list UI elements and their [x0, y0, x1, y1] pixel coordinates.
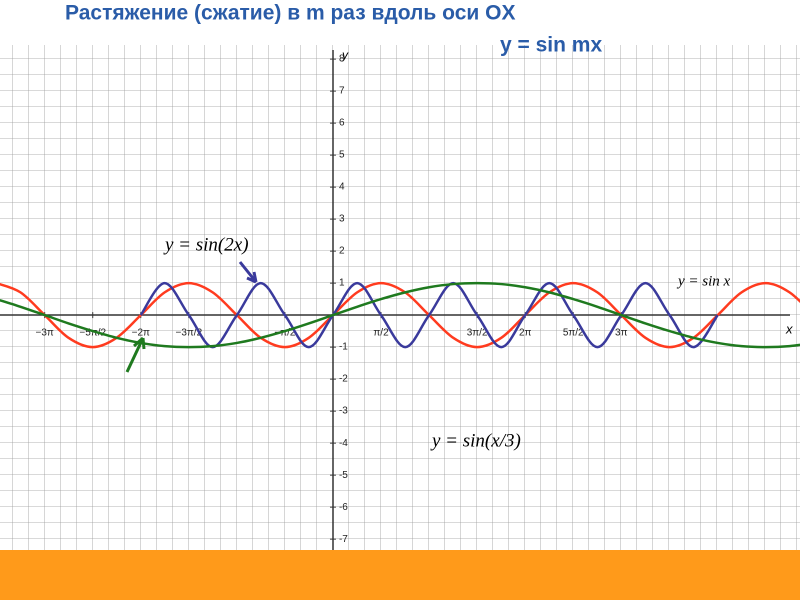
- y-tick-label: 1: [339, 278, 345, 289]
- y-tick-label: 7: [339, 86, 345, 97]
- y-tick-label: -4: [339, 438, 348, 449]
- x-tick-label: 3π/2: [467, 328, 488, 339]
- x-tick-label: −5π/2: [79, 328, 106, 339]
- y-tick-label: 3: [339, 214, 345, 225]
- y-tick-label: -5: [339, 470, 348, 481]
- y-tick-label: -3: [339, 406, 348, 417]
- y-axis-label: y: [341, 48, 349, 62]
- footer-bar: [0, 550, 800, 600]
- y-tick-label: -2: [339, 374, 348, 385]
- curve: [0, 281, 800, 349]
- y-tick-label: 5: [339, 150, 345, 161]
- grid: [0, 45, 800, 550]
- y-tick-label: 4: [339, 182, 345, 193]
- annotation: y = sin x: [676, 273, 731, 289]
- x-axis-label: x: [785, 321, 793, 336]
- y-tick-label: 2: [339, 246, 345, 257]
- x-tick-label: 5π/2: [563, 328, 584, 339]
- x-tick-label: −π/2: [274, 328, 296, 339]
- x-tick-label: π/2: [373, 328, 389, 339]
- y-tick-label: -1: [339, 342, 348, 353]
- arrow: [238, 261, 258, 284]
- y-tick-label: 8: [339, 54, 345, 65]
- chart-title: Растяжение (сжатие) в m раз вдоль оси OX: [65, 2, 515, 25]
- x-tick-label: 3π: [615, 328, 628, 339]
- annotation: y = sin(x/3): [430, 430, 521, 451]
- x-tick-label: 2π: [519, 328, 532, 339]
- x-tick-label: −3π/2: [176, 328, 203, 339]
- y-tick-label: -6: [339, 502, 348, 513]
- subtitle: y = sin mx: [500, 34, 602, 57]
- x-tick-label: −3π: [36, 328, 54, 339]
- y-tick-label: 6: [339, 118, 345, 129]
- annotation: y = sin(2x): [163, 234, 249, 255]
- y-tick-label: -7: [339, 534, 348, 545]
- x-tick-label: −2π: [132, 328, 150, 339]
